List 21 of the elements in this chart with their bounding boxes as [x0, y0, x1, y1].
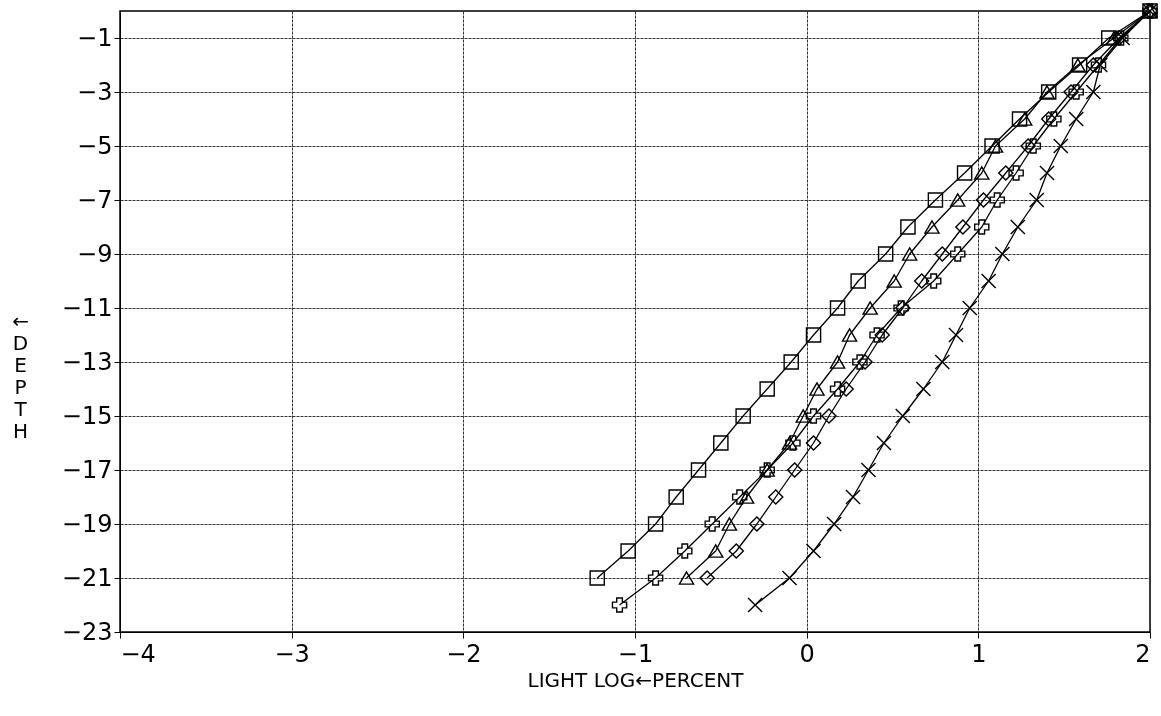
y-tick-label: −23 [61, 617, 113, 646]
x-tick-label: 1 [971, 639, 987, 668]
y-axis-title: ←DEPTH [12, 309, 29, 443]
y-tick-label: −17 [61, 455, 113, 484]
y-tick-label: −9 [77, 239, 113, 268]
y-tick-label: −5 [77, 131, 113, 160]
x-tick-label: −1 [617, 639, 654, 668]
y-tick-label: −1 [77, 23, 113, 52]
y-tick-label: −21 [61, 563, 113, 592]
x-tick-label: 2 [1135, 639, 1151, 668]
y-tick-label: −19 [61, 509, 113, 538]
x-tick-label: −3 [274, 639, 310, 668]
x-tick-label: −4 [120, 639, 156, 668]
y-tick-label: −15 [61, 401, 113, 430]
x-tick-label: 0 [799, 639, 815, 668]
y-tick-label: −3 [77, 77, 113, 106]
y-tick-label: −13 [61, 347, 113, 376]
x-axis-title: LIGHT LOG←PERCENT [527, 667, 745, 692]
y-tick-label: −11 [61, 293, 113, 322]
x-tick-label: −2 [446, 639, 482, 668]
y-tick-label: −7 [77, 185, 113, 214]
